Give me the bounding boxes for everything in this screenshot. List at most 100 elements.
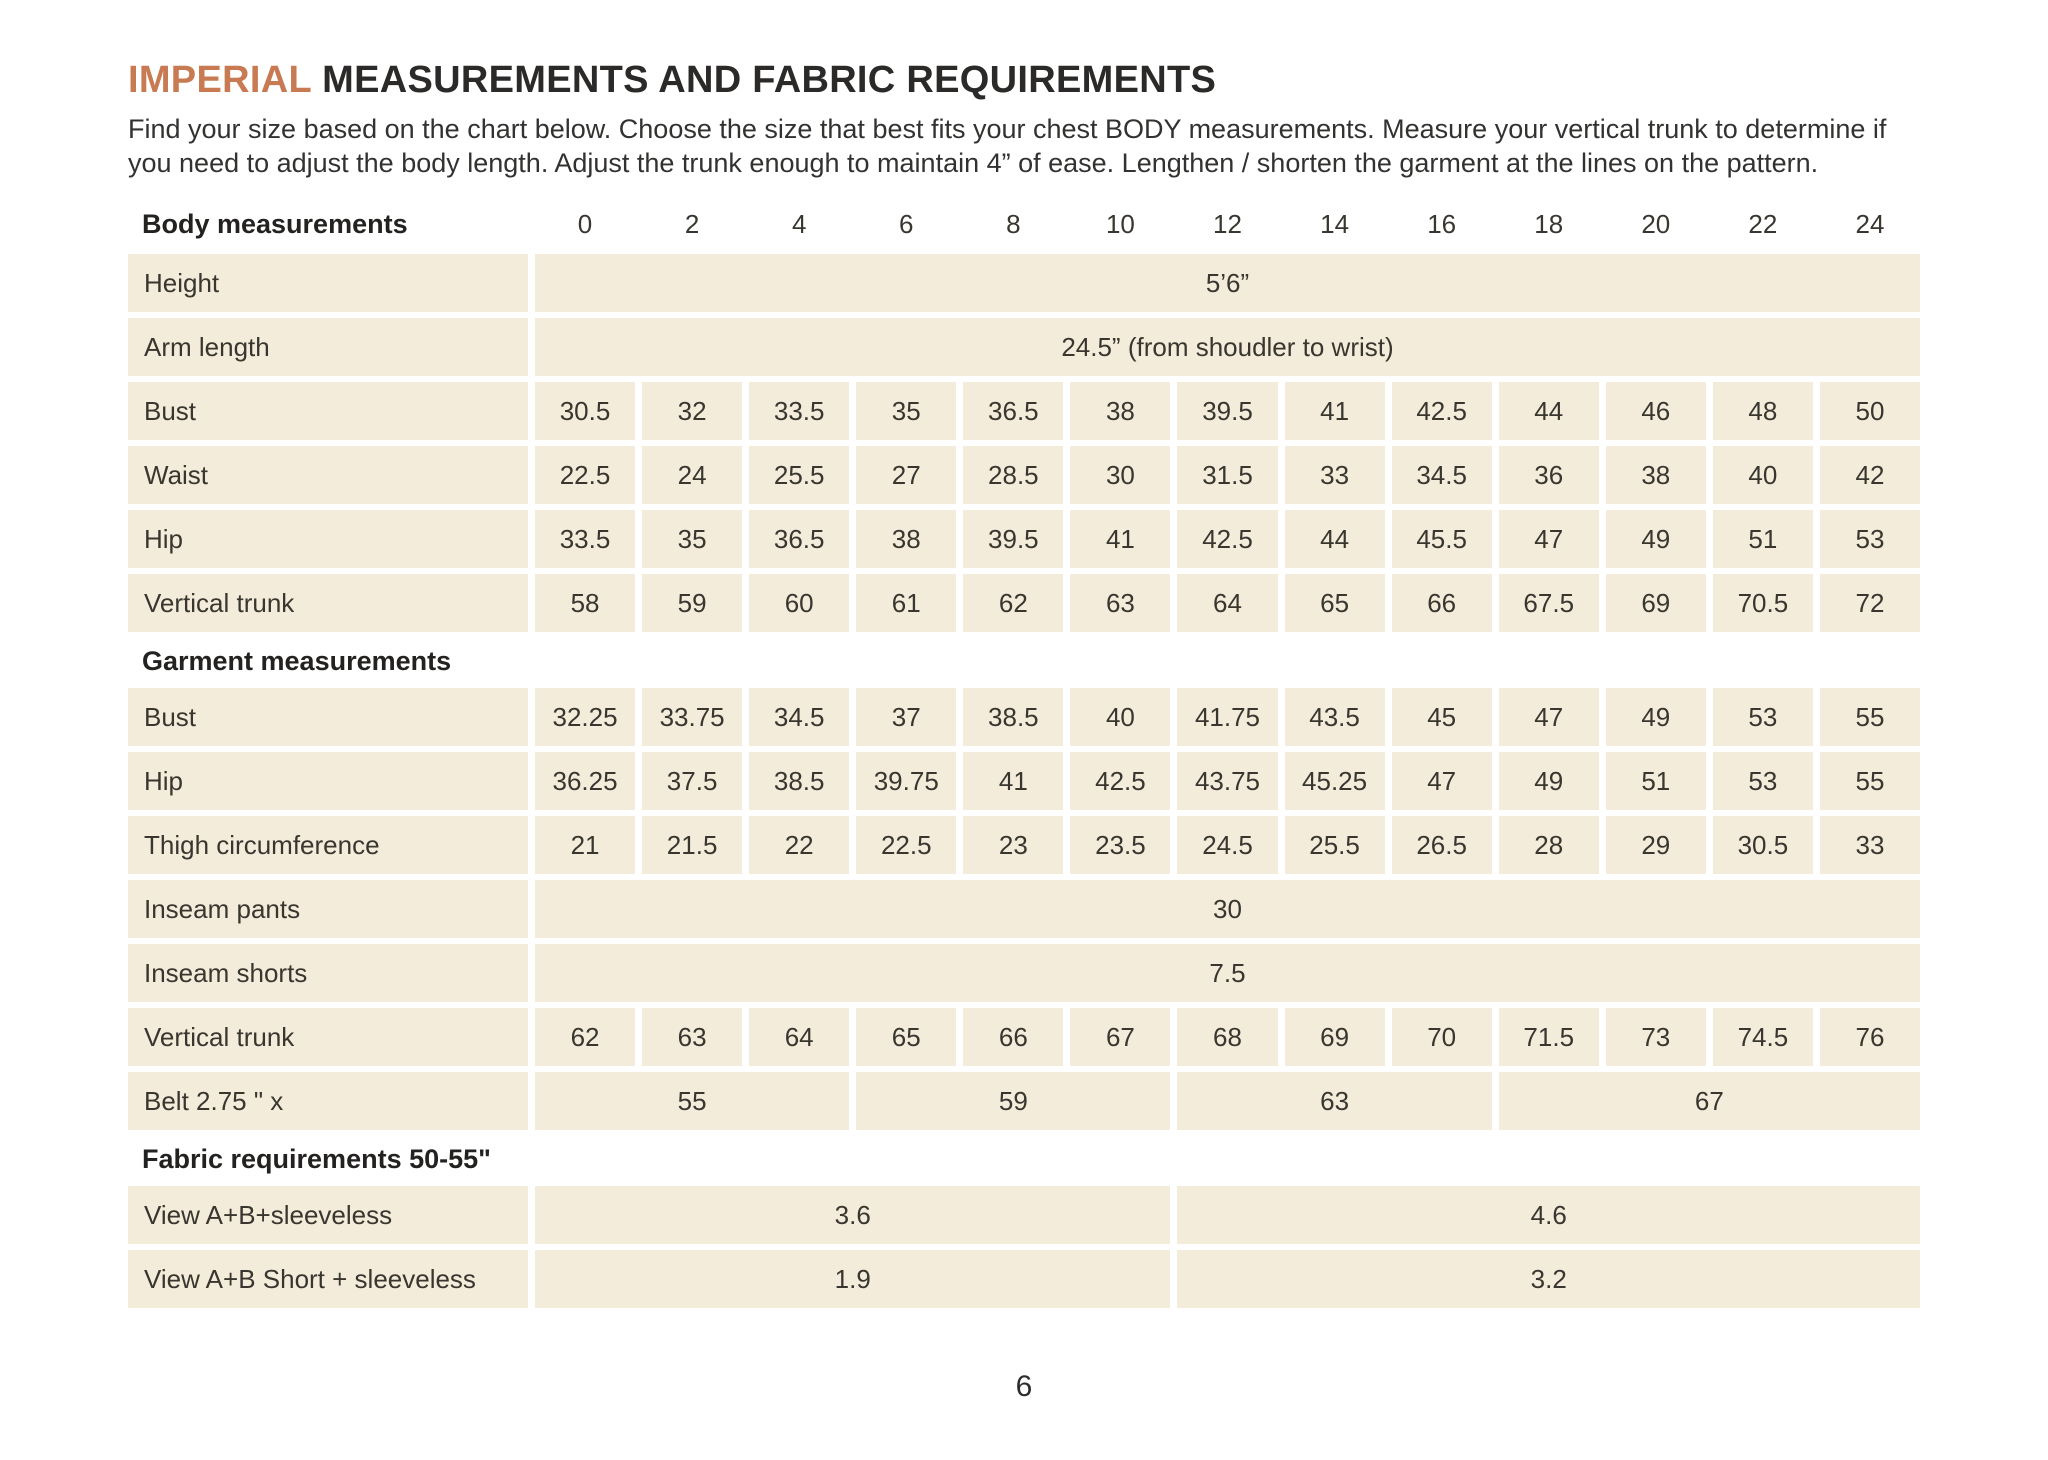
- value-cell: 30: [1070, 446, 1171, 504]
- value-cell: 72: [1819, 574, 1920, 632]
- value-cell: 76: [1819, 1008, 1920, 1066]
- value-cell: 33.75: [642, 688, 743, 746]
- value-cell: 68: [1177, 1008, 1278, 1066]
- value-cell: 29: [1605, 816, 1706, 874]
- section-title: Fabric requirements 50-55": [142, 1143, 491, 1174]
- value-cell: 38: [856, 510, 957, 568]
- value-cell: 64: [749, 1008, 850, 1066]
- value-cell: 34.5: [749, 688, 850, 746]
- table-row: Hip 36.25 37.5 38.5 39.75 41 42.5 43.75 45.25 47 4…: [128, 752, 1920, 810]
- size-header-cell: 12: [1213, 208, 1242, 239]
- value-cell: 24: [642, 446, 743, 504]
- value-cell: 22.5: [535, 446, 636, 504]
- value-cell: 44: [1284, 510, 1385, 568]
- row-label-cell: Hip: [128, 752, 528, 810]
- row-label-cell: Inseam shorts: [128, 944, 528, 1002]
- value-cell: 42: [1819, 446, 1920, 504]
- row-label-cell: Bust: [128, 688, 528, 746]
- value-cell: 38.5: [749, 752, 850, 810]
- row-label-cell: Belt 2.75 " x: [128, 1072, 528, 1130]
- value-cell: 66: [1391, 574, 1492, 632]
- value-cell: 35: [642, 510, 743, 568]
- value-cell: 25.5: [749, 446, 850, 504]
- intro-paragraph: Find your size based on the chart below.…: [128, 114, 1887, 178]
- value-cell: 41: [1284, 382, 1385, 440]
- value-cell: 24.5: [1177, 816, 1278, 874]
- value-cell: 41: [963, 752, 1064, 810]
- value-cell: 53: [1819, 510, 1920, 568]
- table-row: Vertical trunk 62 63 64 65 66 67 68 69 70 71.5 73 74…: [128, 1008, 1920, 1066]
- value-cell: 40: [1712, 446, 1813, 504]
- span-value-cell: 67: [1498, 1072, 1920, 1130]
- value-cell: 23: [963, 816, 1064, 874]
- value-cell: 70.5: [1712, 574, 1813, 632]
- value-cell: 53: [1712, 752, 1813, 810]
- row-label-cell: Body measurements: [142, 208, 408, 239]
- row-label-cell: Vertical trunk: [128, 574, 528, 632]
- value-cell: 62: [535, 1008, 636, 1066]
- span-value-cell: 5’6”: [535, 254, 1920, 312]
- page-number: 6: [1015, 1370, 1033, 1403]
- table-row: Bust 32.25 33.75 34.5 37 38.5 40 41.75 43.5 45 47 4…: [128, 688, 1920, 746]
- value-cell: 47: [1391, 752, 1492, 810]
- value-cell: 27: [856, 446, 957, 504]
- value-cell: 42.5: [1391, 382, 1492, 440]
- value-cell: 22: [749, 816, 850, 874]
- size-header-cell: 20: [1641, 208, 1671, 239]
- section-title: Garment measurements: [142, 645, 452, 676]
- table-row: View A+B+sleeveless 3.6 4.6: [128, 1186, 1920, 1244]
- value-cell: 41.75: [1177, 688, 1278, 746]
- row-label-cell: Arm length: [128, 318, 528, 376]
- row-label-cell: Hip: [128, 510, 528, 568]
- value-cell: 45.5: [1391, 510, 1492, 568]
- value-cell: 30.5: [535, 382, 636, 440]
- size-table: Body measurements 0 2 4 6 8 10 12 14 16 18 20 22 24 He…: [128, 204, 1920, 1308]
- size-header-cell: 0: [577, 208, 593, 239]
- value-cell: 37.5: [642, 752, 743, 810]
- value-cell: 25.5: [1284, 816, 1385, 874]
- table-row: Waist 22.5 24 25.5 27 28.5 30 31.5 33 34.5 36 38 40 4…: [128, 446, 1920, 504]
- value-cell: 47: [1498, 510, 1599, 568]
- value-cell: 61: [856, 574, 957, 632]
- table-row: Arm length 24.5” (from shoudler to wrist): [128, 318, 1920, 376]
- row-label-cell: Inseam pants: [128, 880, 528, 938]
- value-cell: 42.5: [1070, 752, 1171, 810]
- span-value-cell: 30: [535, 880, 1920, 938]
- span-value-cell: 1.9: [535, 1250, 1171, 1308]
- value-cell: 59: [642, 574, 743, 632]
- span-value-cell: 3.6: [535, 1186, 1171, 1244]
- value-cell: 33: [1819, 816, 1920, 874]
- value-cell: 21: [535, 816, 636, 874]
- value-cell: 55: [1819, 688, 1920, 746]
- value-cell: 23.5: [1070, 816, 1171, 874]
- value-cell: 45.25: [1284, 752, 1385, 810]
- span-value-cell: 7.5: [535, 944, 1920, 1002]
- table-row: Inseam pants 30: [128, 880, 1920, 938]
- page-title: IMPERIAL MEASUREMENTS AND FABRIC REQUIRE…: [128, 58, 1920, 102]
- value-cell: 32.25: [535, 688, 636, 746]
- value-cell: 74.5: [1712, 1008, 1813, 1066]
- table-header-row: Body measurements 0 2 4 6 8 10 12 14 16 18 20 22 24: [128, 204, 1920, 244]
- value-cell: 55: [1819, 752, 1920, 810]
- value-cell: 65: [856, 1008, 957, 1066]
- size-header-cell: 2: [684, 208, 700, 239]
- value-cell: 45: [1391, 688, 1492, 746]
- size-header-cell: 8: [1006, 208, 1021, 239]
- size-header-cell: 22: [1748, 208, 1778, 239]
- page-title-accent: IMPERIAL: [128, 59, 312, 101]
- size-header-cell: 24: [1855, 208, 1885, 239]
- value-cell: 63: [1070, 574, 1171, 632]
- value-cell: 44: [1498, 382, 1599, 440]
- table-row: Hip 33.5 35 36.5 38 39.5 41 42.5 44 45.5 47 49 51 53: [128, 510, 1920, 568]
- value-cell: 36.5: [749, 510, 850, 568]
- value-cell: 33.5: [535, 510, 636, 568]
- row-label-cell: View A+B+sleeveless: [128, 1186, 528, 1244]
- value-cell: 66: [963, 1008, 1064, 1066]
- value-cell: 51: [1712, 510, 1813, 568]
- value-cell: 67.5: [1498, 574, 1599, 632]
- value-cell: 43.75: [1177, 752, 1278, 810]
- value-cell: 70: [1391, 1008, 1492, 1066]
- row-label-cell: Thigh circumference: [128, 816, 528, 874]
- value-cell: 58: [535, 574, 636, 632]
- value-cell: 49: [1605, 510, 1706, 568]
